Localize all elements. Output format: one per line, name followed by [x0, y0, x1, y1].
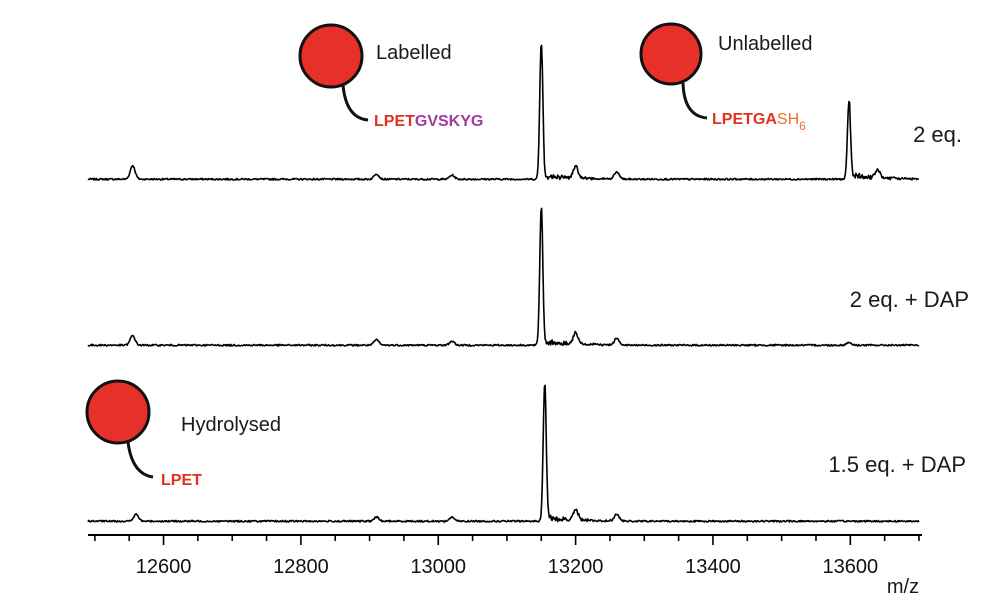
x-tick-label: 13600	[823, 556, 879, 578]
hydrolysed-seq-red: LPET	[161, 472, 202, 489]
x-tick-label: 12800	[273, 556, 329, 578]
spectrum-trace-2eq-dap	[87, 207, 920, 347]
x-tick-label: 12600	[136, 556, 192, 578]
panel-label-2eq-dap: 2 eq. + DAP	[850, 287, 969, 312]
unlabelled-seq-subscript: 6	[799, 119, 806, 133]
unlabelled-annotation: Unlabelled LPETGASH6	[639, 22, 813, 133]
hydrolysed-tether	[126, 441, 154, 479]
panel-label-2eq: 2 eq.	[913, 122, 962, 147]
hydrolysed-circle-icon	[85, 379, 151, 445]
x-axis: 12600 12800 13000 13200 13400 13600 m/z	[88, 534, 922, 598]
labelled-tether	[341, 84, 369, 122]
unlabelled-sequence: LPETGASH6	[712, 111, 806, 133]
hydrolysed-annotation: Hydrolysed LPET	[85, 379, 281, 489]
unlabelled-circle-icon	[639, 22, 703, 86]
x-tick-label: 13000	[410, 556, 466, 578]
spectrum-panel-1	[87, 44, 919, 181]
x-tick-label: 13400	[685, 556, 741, 578]
panel-label-1.5eq-dap: 1.5 eq. + DAP	[828, 452, 966, 477]
labelled-sequence: LPETGVSKYG	[374, 113, 483, 130]
labelled-seq-purple: GVSKYG	[415, 113, 483, 130]
unlabelled-tether	[681, 82, 708, 120]
labelled-annotation: Labelled LPETGVSKYG	[298, 23, 483, 130]
hydrolysed-sequence: LPET	[161, 472, 202, 489]
unlabelled-title: Unlabelled	[718, 33, 813, 55]
hydrolysed-title: Hydrolysed	[181, 414, 281, 436]
labelled-title: Labelled	[376, 42, 452, 64]
labelled-seq-red: LPET	[374, 113, 415, 130]
unlabelled-seq-orange: SH	[777, 111, 799, 128]
x-axis-label: m/z	[887, 576, 919, 598]
spectrum-panel-2	[87, 207, 920, 347]
labelled-circle-icon	[298, 23, 364, 89]
spectrum-trace-1.5eq-dap	[87, 384, 920, 523]
unlabelled-seq-red: LPETGA	[712, 111, 777, 128]
spectrum-trace-2eq	[87, 44, 919, 181]
x-tick-label: 13200	[548, 556, 604, 578]
spectrum-panel-3	[87, 384, 920, 523]
x-axis-ticks: 12600 12800 13000 13200 13400 13600	[94, 535, 920, 578]
